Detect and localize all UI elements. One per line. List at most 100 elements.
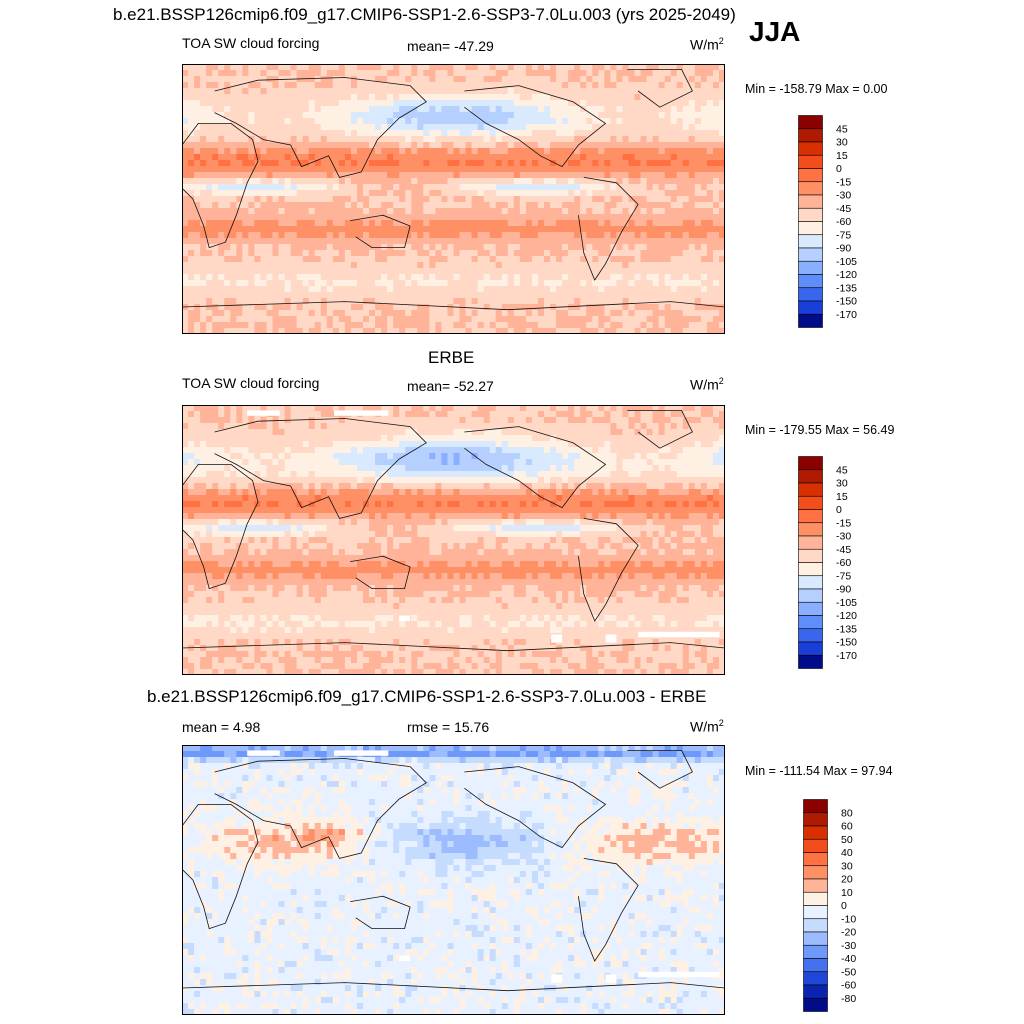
panel1-colorbar-swatch [798,274,823,289]
panel1-field [182,64,725,334]
panel3-minmax: Min = -111.54 Max = 97.94 [745,764,893,778]
panel2-colorbar-tick-label: 45 [836,464,848,476]
panel3-colorbar-swatch [803,825,828,840]
panel1-colorbar-swatch [798,300,823,315]
panel2-colorbar-tick-label: -15 [836,517,851,529]
panel3-colorbar-swatch [803,944,828,959]
panel3-colorbar-swatch [803,971,828,986]
panel2-colorbar-swatch [798,588,823,603]
panel2-colorbar-tick-label: -75 [836,570,851,582]
panel3-missing-data [399,955,411,961]
panel3-missing-data [605,974,617,983]
panel2-colorbar-tick-label: 30 [836,478,848,490]
panel1-colorbar-tick-label: -60 [836,216,851,228]
panel2-missing-data [638,631,720,638]
panel2-colorbar-swatch [798,641,823,656]
panel3-missing-data [551,974,563,983]
panel3-colorbar-swatch [803,799,828,814]
panel2-colorbar-tick-label: -150 [836,637,857,649]
panel3-missing-data [247,750,280,756]
panel3-colorbar-tick-label: -50 [841,966,856,978]
panel3-mean-label: mean = 4.98 [182,719,261,735]
panel1-colorbar-tick-label: -30 [836,190,851,202]
panel3-colorbar-swatch [803,812,828,827]
panel3-colorbar-tick-label: -80 [841,993,856,1005]
panel3-colorbar-tick-label: -10 [841,913,856,925]
panel1-map-svg [182,64,725,334]
panel3-colorbar-tick-label: -60 [841,980,856,992]
panel2-map-svg [182,405,725,675]
panel1-colorbar-tick-label: 45 [836,123,848,135]
panel2-missing-data [247,410,280,416]
panel1-colorbar-tick-label: -15 [836,176,851,188]
panel1-colorbar-swatch [798,234,823,249]
panel2-colorbar: 45 30 15 0 -15 -30 -45 -60 -75 -90 -105 -120 -135 -15… [798,456,868,670]
panel3-field [182,745,725,1015]
panel1-colorbar-tick-label: -150 [836,296,857,308]
panel3-colorbar: 80 60 50 40 30 20 10 0 -10 -20 -30 -40 -50 -60 -80 [803,799,873,1013]
panel3-rmse-label: rmse = 15.76 [407,719,490,735]
panel1-colorbar-tick-label: -120 [836,269,857,281]
panel3-colorbar-tick-label: 30 [841,860,853,872]
panel2-map-frame [182,405,725,675]
panel2-colorbar-swatch [798,509,823,524]
panel1-colorbar-swatch [798,260,823,275]
season-label: JJA [749,16,801,47]
panel2-coastlines [182,410,725,652]
panel1-mean-label: mean= -47.29 [407,38,494,54]
panel3-coastlines [182,750,725,992]
panel1-colorbar-swatch [798,207,823,222]
panel1-colorbar-swatch [798,287,823,302]
panel2-colorbar-swatch [798,482,823,497]
panel1-colorbar: 45 30 15 0 -15 -30 -45 -60 -75 -90 -105 -120 -135 -15… [798,115,868,329]
panel3-colorbar-swatch [803,997,828,1012]
panel1-colorbar-swatch [798,128,823,143]
panel2-colorbar-swatch [798,548,823,563]
panel2-colorbar-tick-label: -120 [836,610,857,622]
panel2-colorbar-tick-label: -60 [836,557,851,569]
panel3-units: W/m2 [690,718,724,735]
panel3-colorbar-tick-label: 50 [841,834,853,846]
panel1-minmax: Min = -158.79 Max = 0.00 [745,82,888,96]
panel3-map [182,745,725,1015]
panel1-variable-label: TOA SW cloud forcing [182,35,320,51]
panel1-colorbar-swatch [798,313,823,328]
panel1-colorbar-swatch [798,115,823,130]
panel3-colorbar-swatch [803,958,828,973]
panel2-missing-data [399,615,411,621]
panel2-colorbar-swatch [798,535,823,550]
panel2-title: ERBE [428,348,475,367]
panel1-colorbar-swatch [798,221,823,236]
panel2-colorbar-swatch [798,562,823,577]
panel2-colorbar-swatch [798,601,823,616]
panel2-colorbar-swatch [798,522,823,537]
panel2-colorbar-swatch [798,575,823,590]
panel1-colorbar-tick-label: -105 [836,256,857,268]
panel3-colorbar-swatch [803,865,828,880]
panel3-colorbar-tick-label: -20 [841,927,856,939]
figure-title: b.e21.BSSP126cmip6.f09_g17.CMIP6-SSP1-2.… [113,5,736,24]
panel1-coastlines [182,69,725,311]
panel3-colorbar-swatch [803,905,828,920]
panel2-colorbar-swatch [798,615,823,630]
panel3-missing-data [334,750,389,756]
panel2-map [182,405,725,675]
panel2-colorbar-tick-label: 15 [836,491,848,503]
panel3-map-svg [182,745,725,1015]
panel2-minmax: Min = -179.55 Max = 56.49 [745,423,895,437]
panel3-map-frame [182,745,725,1015]
panel3-missing-data [638,971,720,978]
panel2-colorbar-tick-label: -45 [836,544,851,556]
panel1-colorbar-swatch [798,168,823,183]
panel2-variable-label: TOA SW cloud forcing [182,375,320,391]
panel2-missing-data [334,410,389,416]
panel2-colorbar-tick-label: -105 [836,597,857,609]
panel2-colorbar-tick-label: -135 [836,623,857,635]
panel1-colorbar-swatch [798,181,823,196]
panel2-units: W/m2 [690,376,724,393]
panel3-colorbar-swatch [803,878,828,893]
panel2-colorbar-tick-label: -90 [836,584,851,596]
panel3-colorbar-tick-label: 80 [841,807,853,819]
